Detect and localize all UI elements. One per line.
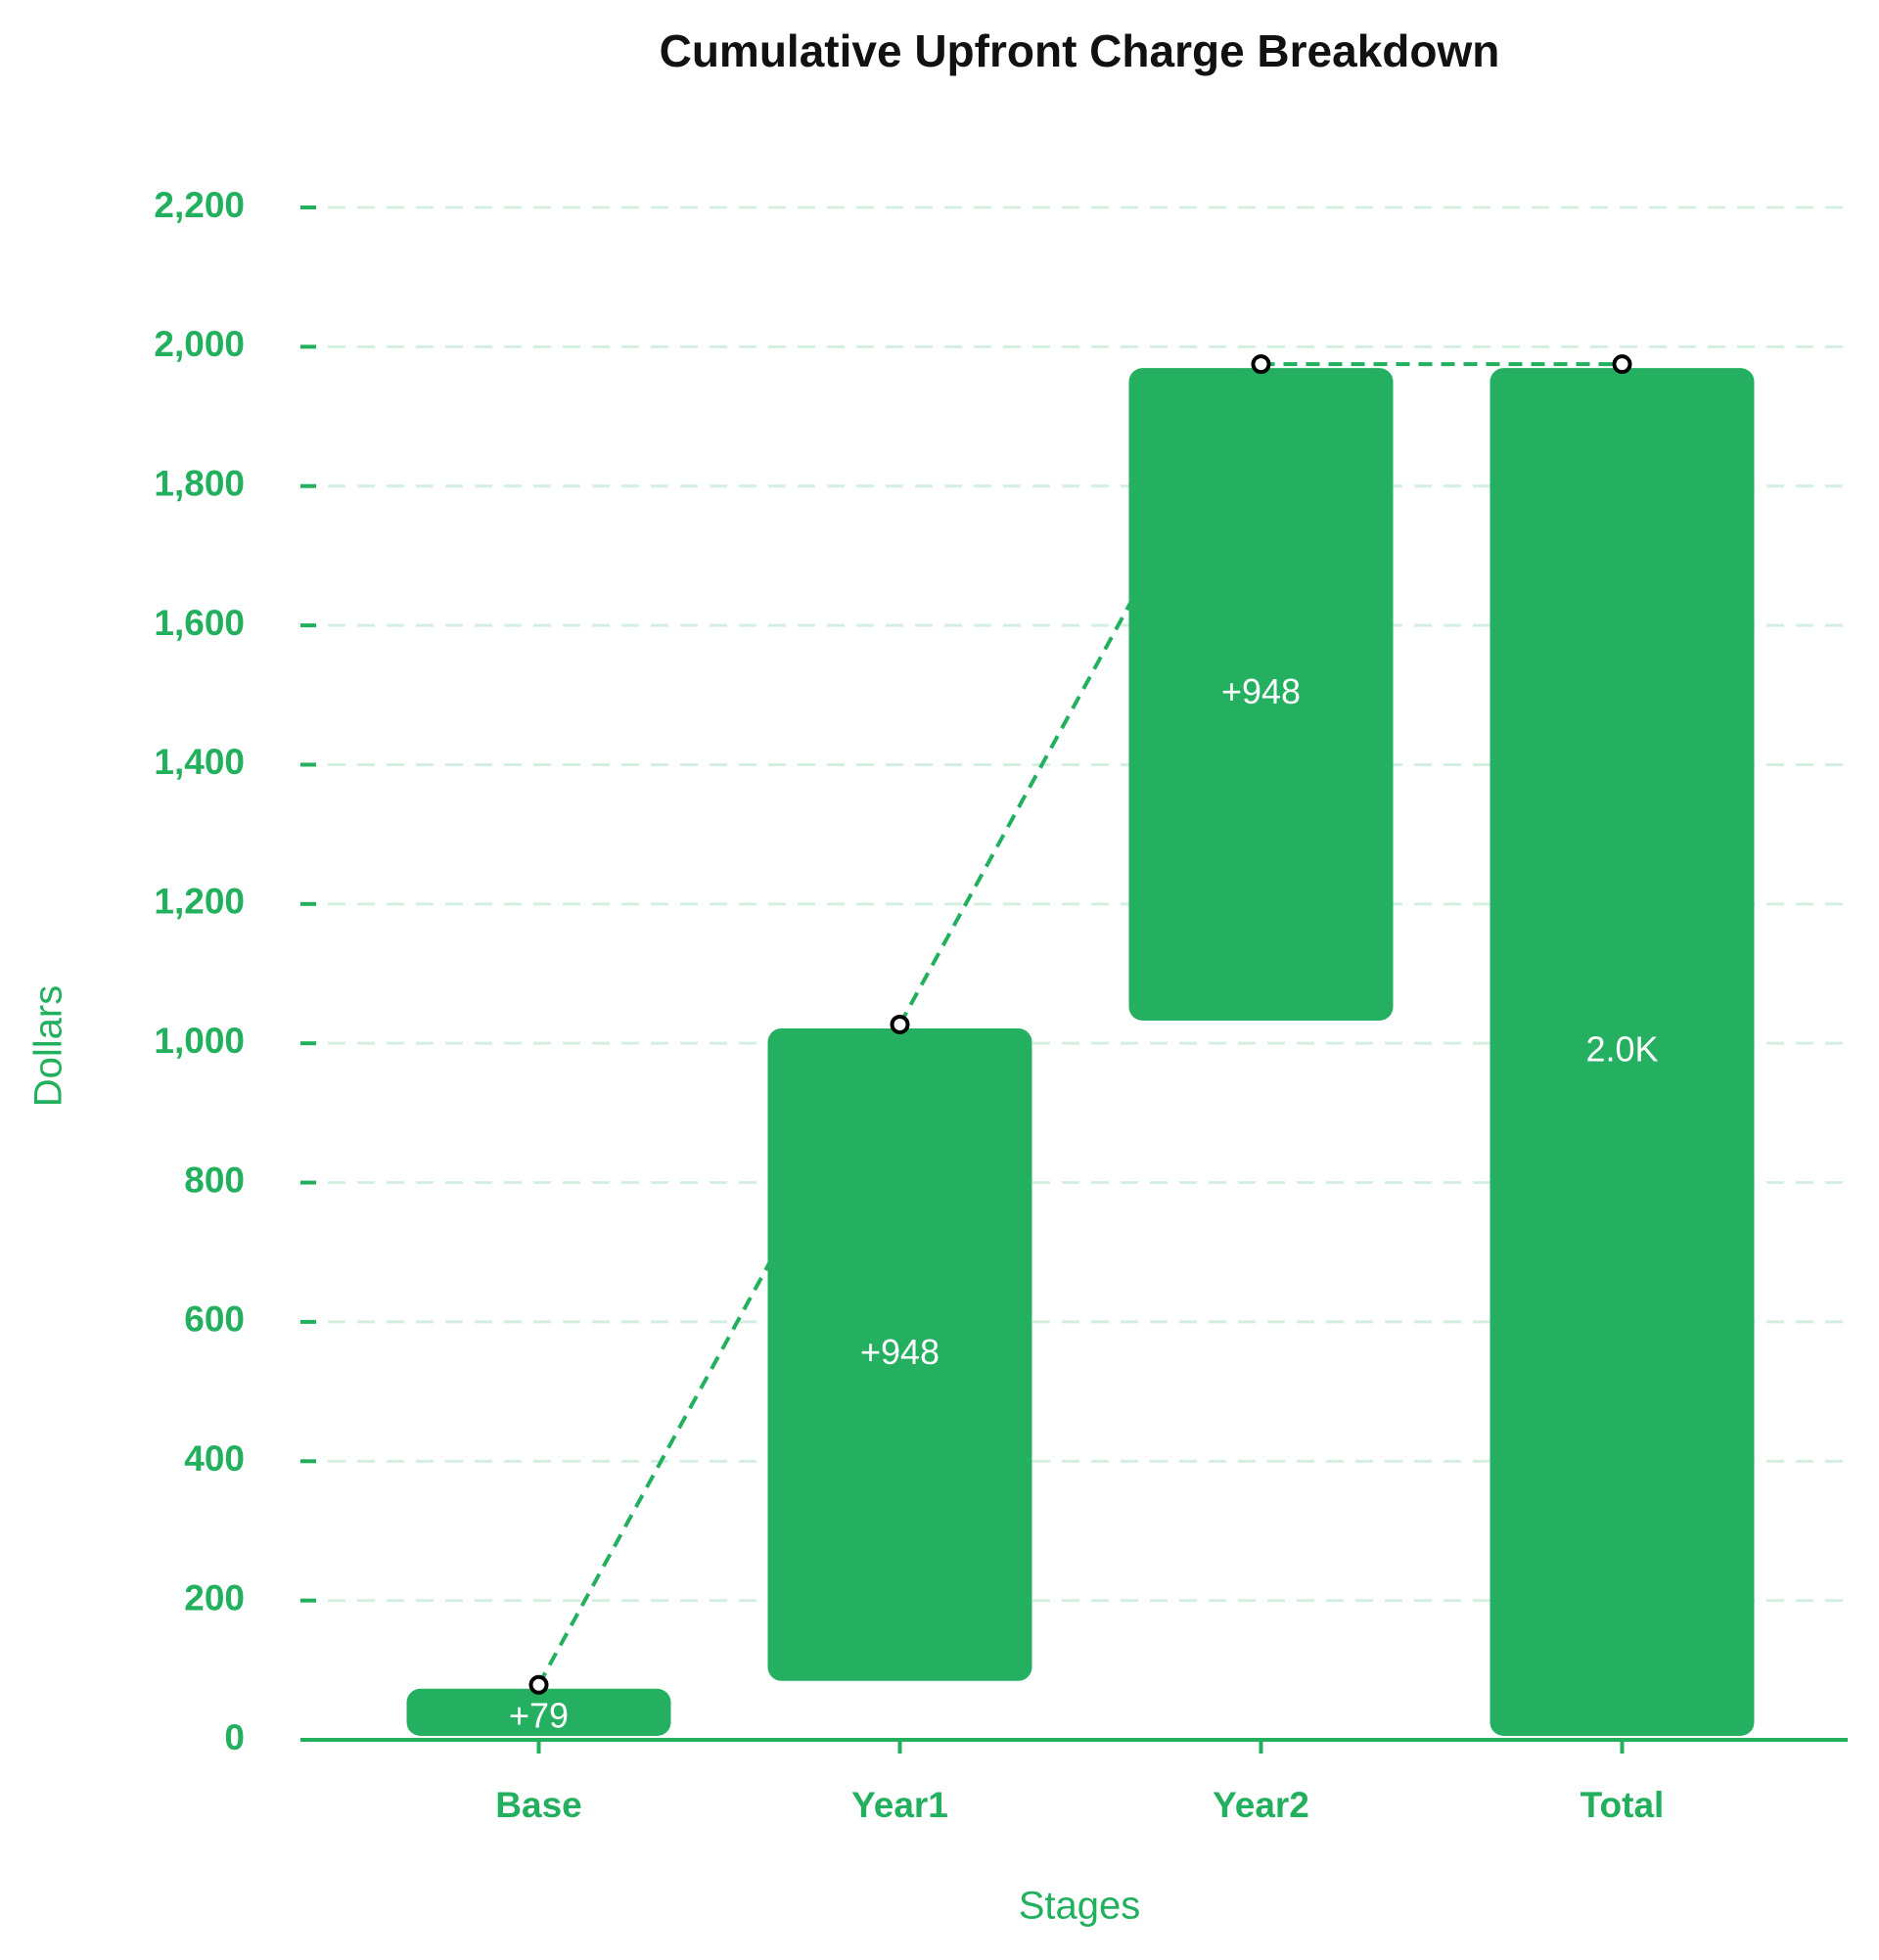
y-tick-label: 1,600 xyxy=(154,603,245,643)
y-axis-title: Dollars xyxy=(27,985,70,1107)
connector-point xyxy=(528,1674,549,1695)
connector-line xyxy=(897,363,1263,1026)
overlay: +79 Base +948 Year1 +948 Year2 2.0K Total xyxy=(300,354,1848,1825)
y-tick-label: 1,000 xyxy=(154,1021,245,1061)
value-label: +948 xyxy=(1221,671,1301,711)
value-label: +948 xyxy=(860,1332,940,1372)
y-tick-label: 600 xyxy=(184,1299,245,1340)
y-tick-label: 0 xyxy=(224,1717,245,1757)
value-label: +79 xyxy=(509,1695,569,1735)
y-tick-label: 1,200 xyxy=(154,882,245,922)
chart-title: Cumulative Upfront Charge Breakdown xyxy=(660,25,1500,76)
y-tick-label: 200 xyxy=(184,1577,245,1618)
bar xyxy=(1128,368,1394,1021)
x-tick-label: Year1 xyxy=(851,1785,948,1825)
bars xyxy=(406,368,1755,1737)
y-tick-label: 1,400 xyxy=(154,742,245,782)
x-tick-label: Base xyxy=(495,1785,581,1825)
y-tick-label: 800 xyxy=(184,1160,245,1200)
x-tick-label: Total xyxy=(1581,1785,1665,1825)
bar xyxy=(406,1688,671,1736)
connector-point xyxy=(1612,354,1632,375)
value-label: 2.0K xyxy=(1585,1029,1658,1070)
connectors xyxy=(536,362,1623,1686)
x-tick-label: Year2 xyxy=(1213,1785,1309,1825)
bar xyxy=(767,1027,1032,1681)
connector-point xyxy=(890,1014,910,1034)
y-tick-label: 2,200 xyxy=(154,185,245,225)
y-tick-label: 1,800 xyxy=(154,464,245,504)
connector-line xyxy=(536,1024,902,1686)
connector-point xyxy=(1251,354,1271,375)
x-axis-title: Stages xyxy=(1019,1885,1141,1928)
bar xyxy=(1489,368,1755,1737)
y-tick-label: 2,000 xyxy=(154,324,245,364)
y-tick-label: 400 xyxy=(184,1438,245,1479)
